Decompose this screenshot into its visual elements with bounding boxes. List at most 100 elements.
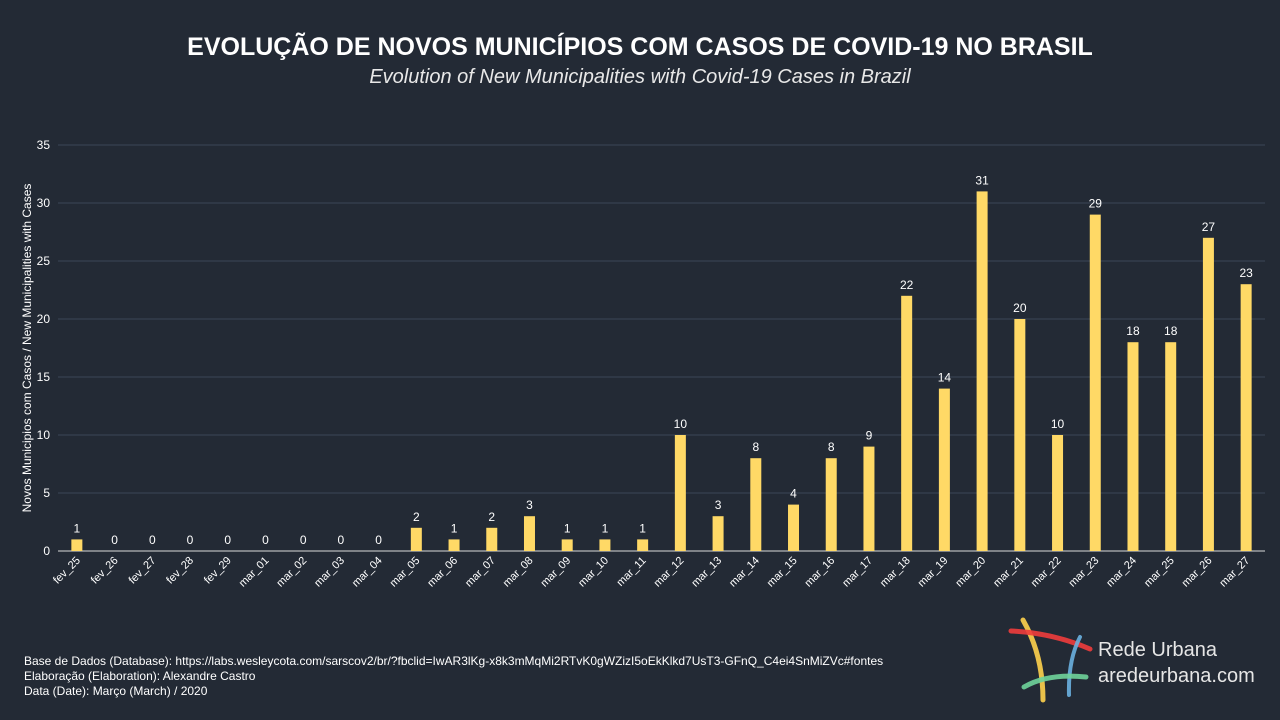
bar-mar_10 [599, 539, 611, 551]
data-label: 0 [149, 533, 156, 547]
data-label: 4 [790, 487, 797, 501]
data-label: 1 [451, 521, 458, 535]
bar-mar_16 [825, 458, 837, 551]
bar-mar_18 [901, 295, 913, 551]
bar-mar_06 [448, 539, 460, 551]
bar-mar_20 [976, 191, 988, 551]
data-label: 1 [74, 521, 81, 535]
data-label: 2 [488, 510, 495, 524]
data-label: 18 [1164, 324, 1178, 338]
data-label: 9 [866, 429, 873, 443]
bar-mar_26 [1202, 237, 1214, 552]
y-tick-label: 30 [37, 196, 51, 210]
data-label: 1 [564, 521, 571, 535]
x-tick-label: mar_22 [1029, 555, 1064, 590]
logo-name: Rede Urbana [1098, 639, 1217, 661]
data-label: 20 [1013, 301, 1027, 315]
bar-mar_09 [561, 539, 573, 551]
data-label: 0 [262, 533, 269, 547]
x-tick-label: mar_02 [274, 555, 309, 590]
x-tick-label: mar_10 [576, 555, 611, 590]
y-tick-label: 15 [37, 370, 51, 384]
data-label: 10 [1051, 417, 1065, 431]
bar-mar_19 [938, 388, 950, 551]
y-tick-label: 5 [43, 486, 50, 500]
x-tick-label: fev_29 [202, 555, 234, 587]
bar-mar_22 [1052, 435, 1064, 551]
x-tick-label: mar_23 [1067, 555, 1102, 590]
data-label: 0 [300, 533, 307, 547]
data-label: 27 [1202, 220, 1216, 234]
data-label: 1 [602, 521, 609, 535]
data-label: 3 [715, 498, 722, 512]
y-tick-label: 25 [37, 254, 51, 268]
chart-title: EVOLUÇÃO DE NOVOS MUNICÍPIOS COM CASOS D… [187, 33, 1093, 61]
bar-mar_25 [1165, 342, 1177, 551]
data-label: 0 [111, 533, 118, 547]
data-label: 0 [338, 533, 345, 547]
x-tick-label: mar_14 [727, 555, 762, 590]
bar-mar_11 [637, 539, 649, 551]
x-tick-label: fev_26 [89, 555, 121, 587]
x-tick-label: mar_09 [538, 555, 573, 590]
data-label: 1 [639, 521, 646, 535]
data-label: 23 [1239, 266, 1253, 280]
x-tick-label: mar_06 [425, 555, 460, 590]
bar-mar_21 [1014, 319, 1026, 551]
x-tick-label: mar_24 [1104, 555, 1139, 590]
y-tick-label: 20 [37, 312, 51, 326]
bar-mar_23 [1089, 214, 1101, 551]
x-tick-label: mar_16 [802, 555, 837, 590]
x-tick-label: mar_19 [916, 555, 951, 590]
bar-mar_07 [486, 527, 498, 551]
data-label: 8 [752, 440, 759, 454]
x-tick-label: mar_26 [1180, 555, 1215, 590]
bar-mar_17 [863, 446, 875, 551]
bar-mar_24 [1127, 342, 1139, 551]
x-tick-label: fev_28 [164, 555, 196, 587]
x-tick-label: fev_25 [51, 555, 83, 587]
x-tick-label: mar_17 [840, 555, 875, 590]
x-tick-label: mar_07 [463, 555, 498, 590]
x-tick-label: mar_21 [991, 555, 1026, 590]
logo-url: aredeurbana.com [1098, 665, 1255, 687]
y-axis-label: Novos Municipios com Casos / New Municip… [20, 184, 34, 513]
x-tick-label: mar_20 [953, 555, 988, 590]
x-tick-label: mar_03 [312, 555, 347, 590]
data-label: 8 [828, 440, 835, 454]
logo-mark-icon [1008, 617, 1093, 703]
x-tick-label: mar_25 [1142, 555, 1177, 590]
data-label: 0 [375, 533, 382, 547]
bar-mar_05 [410, 527, 422, 551]
footer: Base de Dados (Database): https://labs.w… [24, 654, 883, 699]
data-label: 10 [674, 417, 688, 431]
bar-mar_27 [1240, 284, 1252, 551]
rede-urbana-logo: Rede Urbana aredeurbana.com [1008, 615, 1268, 705]
bar-mar_14 [750, 458, 762, 551]
chart-subtitle: Evolution of New Municipalities with Cov… [369, 66, 911, 88]
data-label: 0 [187, 533, 194, 547]
x-tick-label: mar_11 [614, 555, 648, 589]
data-label: 22 [900, 278, 914, 292]
x-tick-label: mar_05 [388, 555, 423, 590]
x-tick-label: mar_01 [237, 555, 272, 590]
bar-fev_25 [71, 539, 83, 551]
date-info: Data (Date): Março (March) / 2020 [24, 684, 208, 698]
data-label: 3 [526, 498, 533, 512]
data-label: 29 [1089, 197, 1103, 211]
y-tick-label: 0 [43, 544, 50, 558]
y-tick-label: 35 [37, 138, 51, 152]
x-tick-label: mar_27 [1217, 555, 1252, 590]
data-label: 31 [975, 173, 989, 187]
y-tick-label: 10 [37, 428, 51, 442]
data-label: 0 [224, 533, 231, 547]
x-tick-label: mar_15 [765, 555, 800, 590]
bar-mar_08 [523, 516, 535, 551]
x-tick-label: mar_18 [878, 555, 913, 590]
x-tick-label: mar_12 [652, 555, 687, 590]
data-label: 18 [1126, 324, 1140, 338]
database-source: Base de Dados (Database): https://labs.w… [24, 654, 884, 668]
x-tick-label: mar_08 [501, 555, 536, 590]
bar-mar_15 [788, 504, 800, 551]
data-label: 2 [413, 510, 420, 524]
